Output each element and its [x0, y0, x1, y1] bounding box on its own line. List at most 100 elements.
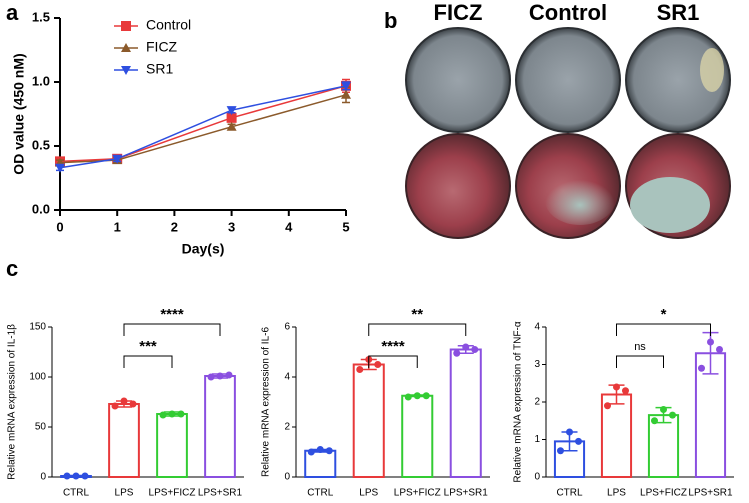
data-point — [129, 400, 137, 408]
y-tick-label: 1.5 — [32, 9, 50, 24]
x-tick-label: LPS+FICZ — [149, 488, 196, 499]
x-tick-label: 3 — [228, 219, 235, 234]
panel-label: a — [6, 0, 19, 25]
panel-label: b — [384, 8, 397, 33]
y-tick-label: 0 — [40, 472, 46, 483]
y-tick-label: 150 — [29, 322, 46, 333]
data-point — [453, 349, 461, 357]
y-tick-label: 2 — [534, 397, 540, 408]
x-tick-label: LPS+FICZ — [640, 488, 687, 499]
y-tick-label: 4 — [534, 322, 540, 333]
marker — [226, 121, 237, 131]
data-point — [613, 383, 620, 391]
x-tick-label: CTRL — [556, 488, 583, 499]
y-tick-label: 3 — [534, 359, 540, 370]
x-tick-label: LPS+SR1 — [444, 488, 489, 499]
data-point — [111, 402, 119, 410]
x-tick-label: LPS+FICZ — [394, 488, 441, 499]
y-tick-label: 0 — [534, 472, 540, 483]
data-point — [566, 428, 573, 436]
data-point — [422, 392, 430, 400]
y-tick-label: 0 — [284, 472, 290, 483]
data-point — [557, 447, 564, 455]
bar — [204, 375, 236, 478]
data-point — [669, 411, 676, 419]
dish-detail — [545, 175, 615, 225]
data-point — [81, 472, 89, 480]
x-tick-label: 5 — [342, 219, 349, 234]
data-point — [707, 338, 714, 346]
x-tick-label: CTRL — [63, 488, 90, 499]
x-tick-label: 2 — [171, 219, 178, 234]
bar — [401, 394, 434, 478]
data-point — [716, 346, 723, 353]
x-tick-label: LPS+SR1 — [198, 488, 243, 499]
significance-bracket — [616, 323, 711, 336]
data-point — [225, 371, 233, 379]
y-axis-label: Relative mRNA expression of IL-1β — [7, 324, 18, 480]
bar — [352, 363, 385, 478]
y-tick-label: 1.0 — [32, 73, 50, 88]
y-tick-label: 6 — [284, 322, 290, 333]
data-point — [207, 373, 215, 381]
x-tick-label: LPS+SR1 — [688, 488, 733, 499]
marker — [226, 112, 237, 123]
data-point — [462, 343, 470, 351]
x-tick-label: 4 — [285, 219, 293, 234]
dish-images — [404, 26, 734, 239]
significance-bracket — [368, 355, 418, 368]
data-point — [120, 397, 128, 405]
y-axis-label: Relative mRNA expression of IL-6 — [261, 327, 272, 478]
significance-bracket — [368, 323, 467, 336]
marker — [55, 163, 65, 173]
series-line — [59, 85, 347, 163]
data-point — [356, 366, 364, 373]
data-point — [72, 472, 80, 480]
significance-label: **** — [381, 338, 405, 355]
data-point — [216, 372, 224, 380]
series-line — [59, 94, 347, 164]
x-axis-label: Day(s) — [182, 241, 225, 257]
significance-label: ns — [634, 341, 646, 353]
data-point — [159, 411, 167, 419]
y-tick-label: 4 — [284, 372, 290, 383]
y-tick-label: 50 — [35, 422, 47, 433]
x-tick-label: LPS — [115, 488, 134, 499]
dish — [405, 27, 511, 133]
y-axis-label: OD value (450 nM) — [11, 53, 27, 174]
data-point — [651, 417, 658, 425]
marker — [226, 106, 237, 116]
bar — [108, 403, 140, 478]
x-tick-label: 0 — [56, 219, 63, 234]
significance-label: ** — [411, 306, 423, 323]
y-tick-label: 100 — [29, 372, 46, 383]
x-tick-label: CTRL — [307, 488, 334, 499]
significance-bracket — [616, 355, 664, 368]
dish-detail — [700, 48, 724, 92]
marker — [341, 89, 351, 99]
dish — [405, 133, 511, 239]
data-point — [575, 437, 582, 445]
data-point — [660, 406, 667, 413]
dish-detail — [630, 177, 710, 233]
data-point — [404, 393, 412, 401]
series-line — [59, 85, 347, 169]
column-title: SR1 — [657, 0, 700, 25]
significance-label: **** — [160, 306, 184, 323]
y-tick-label: 1 — [534, 434, 540, 445]
data-point — [622, 387, 629, 395]
data-point — [177, 410, 185, 418]
y-tick-label: 2 — [284, 422, 290, 433]
legend-marker — [121, 21, 131, 31]
data-point — [413, 392, 421, 400]
y-axis-label: Relative mRNA expression of TNF-α — [513, 321, 524, 482]
legend-marker — [121, 43, 131, 52]
data-point — [168, 410, 176, 418]
y-tick-label: 0.5 — [32, 137, 50, 152]
data-point — [307, 448, 315, 456]
marker — [112, 154, 123, 164]
marker — [341, 81, 351, 91]
data-point — [604, 402, 611, 410]
significance-label: *** — [139, 338, 157, 355]
